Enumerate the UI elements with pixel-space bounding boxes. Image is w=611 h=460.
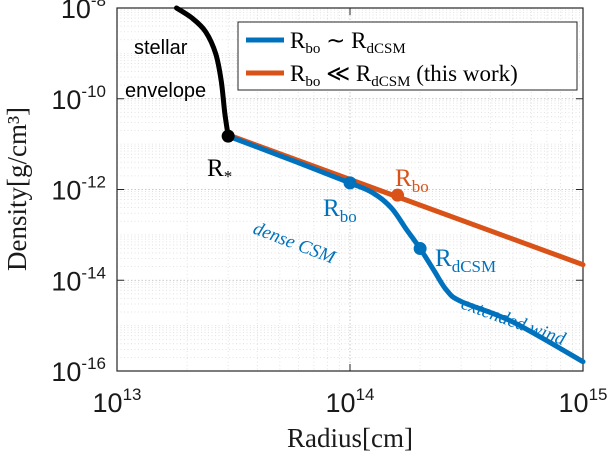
label-rdcsm-sub: dCSM (452, 257, 496, 276)
y-tick-exponent: -8 (91, 0, 106, 10)
legend-blue-r2: R (351, 28, 367, 53)
y-tick-label: 10-8 (61, 0, 106, 24)
y-tick-exponent: -16 (81, 354, 106, 373)
legend-blue-rel: ∼ (320, 28, 351, 53)
x-axis-title: Radius[cm] (287, 423, 413, 453)
label-rbo-orange-main: R (395, 165, 412, 192)
y-tick-exponent: -10 (81, 82, 106, 101)
y-tick-base: 10 (51, 85, 81, 115)
label-rbo-orange-sub: bo (412, 177, 429, 196)
legend-orange-r2: R (356, 61, 372, 86)
marker-rbo-orange (391, 188, 405, 202)
y-tick-label: 10-14 (51, 263, 106, 296)
x-tick-exponent: 13 (123, 385, 142, 404)
y-tick-exponent: -12 (81, 173, 106, 192)
y-tick-exponent: -14 (81, 263, 106, 282)
series-rbo-sim-rdcsm (225, 133, 586, 365)
y-tick-label: 10-12 (51, 173, 106, 206)
legend-orange-rel: ≪ (320, 61, 356, 86)
x-tick-labels: 1013 1014 1015 (93, 385, 608, 418)
label-rbo-blue-sub: bo (340, 207, 357, 226)
y-axis-title: Density[g/cm³] (2, 107, 32, 271)
label-rbo-blue: Rbo (323, 195, 357, 226)
y-tick-base: 10 (51, 266, 81, 296)
legend-orange-sub1: bo (305, 74, 320, 90)
marker-layer (221, 129, 427, 256)
label-r-star-sub: * (224, 167, 233, 186)
label-rbo-orange: Rbo (395, 165, 429, 196)
legend-blue-r1: R (290, 28, 306, 53)
label-rbo-blue-main: R (323, 195, 340, 222)
label-r-star: R* (207, 155, 232, 186)
marker-r-star (221, 129, 235, 143)
label-r-star-main: R (207, 155, 224, 182)
legend-entry-blue: Rbo ∼ RdCSM (290, 28, 406, 57)
annotation-stellar: stellar (134, 37, 188, 59)
x-tick-label: 1014 (326, 385, 375, 418)
y-tick-base: 10 (51, 357, 81, 387)
y-tick-base: 10 (51, 176, 81, 206)
legend: Rbo ∼ RdCSM Rbo ≪ RdCSM (this work) (237, 21, 578, 91)
legend-orange-tail: (this work) (410, 61, 517, 86)
legend-orange-r1: R (290, 61, 306, 86)
label-rdcsm-main: R (435, 245, 452, 272)
x-tick-label: 1013 (93, 385, 142, 418)
y-tick-label: 10-10 (51, 82, 106, 115)
legend-entry-orange: Rbo ≪ RdCSM (this work) (290, 61, 518, 90)
x-tick-label: 1015 (559, 385, 608, 418)
y-tick-base: 10 (61, 0, 91, 24)
x-tick-exponent: 15 (589, 385, 608, 404)
series-layer (174, 5, 586, 365)
y-tick-label: 10-16 (51, 354, 106, 387)
x-tick-base: 10 (326, 388, 356, 418)
series-stellar-envelope (174, 5, 231, 139)
x-tick-base: 10 (93, 388, 123, 418)
x-tick-exponent: 14 (356, 385, 375, 404)
marker-rbo-blue (343, 176, 357, 190)
legend-blue-sub2: dCSM (366, 41, 405, 57)
legend-box (237, 21, 578, 91)
legend-orange-sub2: dCSM (371, 74, 410, 90)
label-rdcsm: RdCSM (435, 245, 496, 276)
legend-blue-sub1: bo (305, 41, 320, 57)
annotation-envelope: envelope (125, 80, 206, 102)
axis-ticks (116, 7, 584, 372)
x-tick-base: 10 (559, 388, 589, 418)
marker-rdcsm (413, 242, 427, 256)
